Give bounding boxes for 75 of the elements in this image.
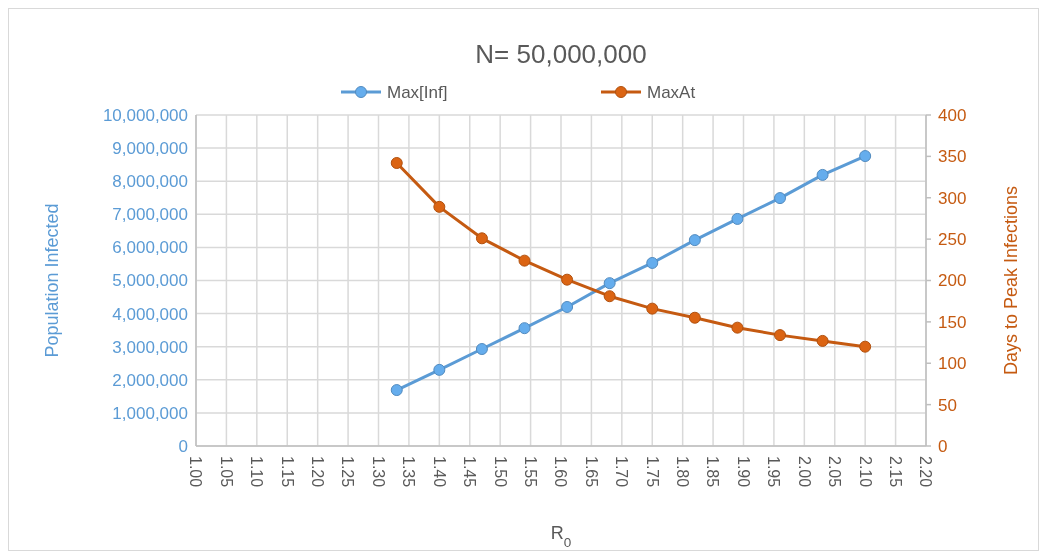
point bbox=[390, 157, 403, 169]
x-tick-label: 1.20 bbox=[309, 456, 327, 488]
y-tick-label: 4,000,000 bbox=[112, 304, 188, 324]
point bbox=[603, 290, 616, 303]
y-tick-label: 2,000,000 bbox=[112, 370, 188, 390]
y2-tick-label: 150 bbox=[938, 312, 967, 332]
legend-label: Max[Inf] bbox=[387, 82, 448, 102]
point bbox=[475, 232, 488, 245]
point bbox=[433, 200, 446, 213]
x-tick-label: 1.65 bbox=[582, 456, 600, 488]
chart-title: N= 50,000,000 bbox=[475, 39, 647, 69]
x-tick-label: 2.05 bbox=[826, 456, 844, 488]
y-tick-label: 10,000,000 bbox=[102, 105, 188, 125]
y-tick-label: 5,000,000 bbox=[112, 271, 188, 291]
y-tick-label: 3,000,000 bbox=[112, 337, 188, 357]
x-tick-label: 1.40 bbox=[430, 456, 448, 488]
y2-axis-title: Days to Peak Infections bbox=[1001, 185, 1021, 376]
point bbox=[561, 273, 574, 286]
y-tick-label: 9,000,000 bbox=[112, 139, 188, 159]
x-tick-label: 2.20 bbox=[917, 456, 935, 488]
y2-tick-label: 300 bbox=[938, 188, 967, 208]
x-tick-label: 1.75 bbox=[643, 456, 661, 488]
x-tick-label: 1.05 bbox=[217, 456, 235, 488]
point bbox=[518, 254, 531, 267]
legend-label: MaxAt bbox=[647, 82, 696, 102]
point bbox=[646, 302, 659, 315]
x-tick-label: 2.00 bbox=[795, 456, 813, 488]
x-tick-label: 1.55 bbox=[521, 456, 539, 488]
y-tick-label: 6,000,000 bbox=[112, 238, 188, 258]
point bbox=[774, 192, 786, 205]
y-tick-label: 0 bbox=[178, 436, 188, 456]
x-tick-label: 1.60 bbox=[552, 456, 570, 488]
point bbox=[433, 363, 446, 376]
x-tick-label: 1.15 bbox=[278, 456, 296, 488]
point bbox=[688, 311, 701, 324]
point bbox=[646, 256, 659, 269]
x-tick-label: 1.70 bbox=[613, 456, 631, 488]
y2-tick-label: 400 bbox=[938, 105, 967, 125]
point bbox=[731, 321, 744, 334]
x-tick-label: 1.80 bbox=[674, 456, 692, 488]
y-tick-label: 8,000,000 bbox=[112, 172, 188, 192]
x-tick-label: 1.00 bbox=[187, 456, 205, 488]
x-tick-label: 1.90 bbox=[734, 456, 752, 488]
point bbox=[859, 150, 872, 163]
y2-tick-label: 0 bbox=[938, 436, 948, 456]
x-axis-title: R$_{0}$ bbox=[550, 523, 572, 550]
x-tick-label: 1.50 bbox=[491, 456, 509, 488]
point bbox=[816, 168, 829, 181]
point bbox=[859, 340, 872, 353]
y-tick-label: 7,000,000 bbox=[112, 205, 188, 225]
point bbox=[688, 234, 701, 247]
x-tick-label: 1.85 bbox=[704, 456, 722, 488]
x-tick-label: 1.25 bbox=[339, 456, 357, 488]
x-tick-label: 1.30 bbox=[369, 456, 387, 488]
y-axis-title: Population Infected bbox=[42, 203, 62, 358]
x-tick-label: 2.15 bbox=[886, 456, 904, 488]
x-tick-label: 1.95 bbox=[765, 456, 783, 488]
y2-tick-label: 350 bbox=[938, 147, 967, 167]
y2-tick-label: 250 bbox=[938, 230, 967, 250]
point bbox=[561, 300, 574, 313]
point bbox=[816, 334, 829, 347]
x-tick-label: 2.10 bbox=[856, 456, 874, 488]
x-tick-label: 1.10 bbox=[248, 456, 266, 488]
point bbox=[390, 384, 403, 397]
y2-tick-label: 50 bbox=[938, 395, 957, 415]
point bbox=[731, 212, 744, 225]
point bbox=[518, 322, 531, 335]
point bbox=[475, 343, 488, 356]
point bbox=[603, 277, 616, 290]
y2-tick-label: 200 bbox=[938, 271, 967, 291]
x-tick-label: 1.45 bbox=[461, 456, 479, 488]
point bbox=[774, 329, 786, 342]
x-tick-label: 1.35 bbox=[400, 456, 418, 488]
y-tick-label: 1,000,000 bbox=[112, 403, 188, 423]
y2-tick-label: 100 bbox=[938, 354, 967, 374]
